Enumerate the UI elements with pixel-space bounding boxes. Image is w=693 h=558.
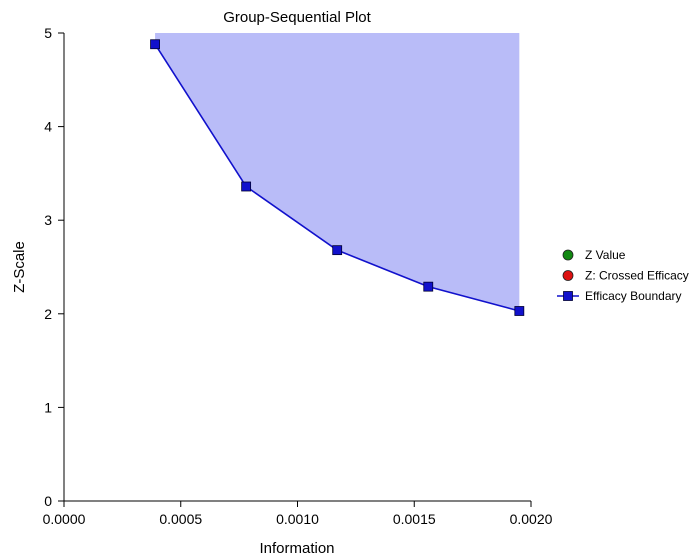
legend-item: Z Value bbox=[562, 248, 626, 262]
axes: 0 1 2 3 4 5 0.0000 0.0005 0.0010 0.0015 0.0020 bbox=[43, 25, 553, 527]
chart-title: Group-Sequential Plot bbox=[223, 9, 371, 26]
efficacy-boundary-point bbox=[423, 281, 434, 292]
efficacy-boundary-point bbox=[332, 245, 343, 256]
legend-label: Z Value bbox=[585, 248, 626, 262]
x-tick-label: 0.0010 bbox=[276, 511, 319, 527]
legend-marker-circle bbox=[562, 270, 574, 281]
x-tick-label: 0.0000 bbox=[43, 511, 86, 527]
x-axis-label: Information bbox=[259, 540, 334, 557]
efficacy-region-layer bbox=[155, 33, 520, 311]
y-tick-label: 5 bbox=[44, 25, 52, 41]
efficacy-boundary-point bbox=[514, 306, 525, 316]
y-axis-label: Z-Scale bbox=[11, 241, 28, 293]
y-tick-label: 2 bbox=[44, 306, 52, 322]
legend-label: Z: Crossed Efficacy bbox=[585, 269, 689, 283]
legend-marker-square bbox=[563, 291, 573, 301]
legend-marker-circle bbox=[562, 249, 574, 261]
x-tick-label: 0.0005 bbox=[159, 511, 202, 527]
legend-label: Efficacy Boundary bbox=[585, 289, 682, 303]
legend-item: Efficacy Boundary bbox=[557, 289, 682, 303]
y-tick-label: 4 bbox=[44, 119, 52, 135]
efficacy-boundary-point bbox=[241, 181, 252, 192]
y-tick-label: 0 bbox=[44, 493, 52, 509]
legend: Z Value Z: Crossed Efficacy Efficacy Bound… bbox=[557, 248, 689, 303]
x-tick-label: 0.0020 bbox=[510, 511, 553, 527]
series-layer bbox=[150, 39, 525, 316]
y-tick-label: 1 bbox=[44, 399, 52, 415]
efficacy-boundary-point bbox=[150, 39, 160, 50]
x-tick-label: 0.0015 bbox=[393, 511, 436, 527]
legend-item: Z: Crossed Efficacy bbox=[562, 269, 689, 283]
y-tick-label: 3 bbox=[44, 212, 52, 228]
efficacy-region bbox=[155, 33, 520, 311]
